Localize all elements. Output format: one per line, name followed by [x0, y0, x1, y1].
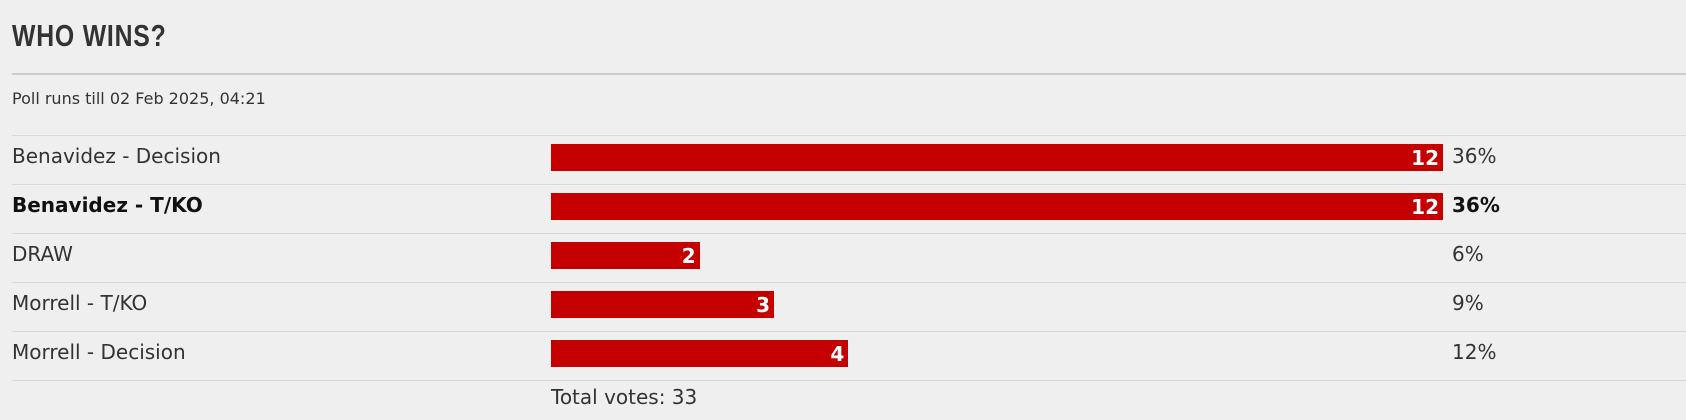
vote-count: 4 — [830, 341, 845, 366]
option-label: Benavidez - Decision — [12, 144, 221, 168]
total-votes: Total votes: 33 — [551, 385, 698, 409]
vote-count: 12 — [1411, 145, 1439, 170]
poll-option: Morrell - Decision 4 12% — [12, 331, 1686, 381]
option-percent: 6% — [1452, 242, 1484, 266]
vote-bar: 4 — [551, 340, 849, 367]
poll-options: Benavidez - Decision 12 36% Benavidez - T/K… — [12, 135, 1686, 381]
vote-count: 2 — [681, 243, 696, 268]
divider — [12, 73, 1686, 75]
vote-count: 12 — [1411, 194, 1439, 219]
vote-bar: 3 — [551, 291, 774, 318]
poll-deadline: Poll runs till 02 Feb 2025, 04:21 — [12, 89, 266, 108]
option-percent: 36% — [1452, 193, 1500, 217]
option-label: Morrell - Decision — [12, 340, 186, 364]
vote-count: 3 — [756, 292, 770, 317]
poll-option: DRAW 2 6% — [12, 233, 1686, 282]
vote-bar: 2 — [551, 242, 700, 269]
option-label: Morrell - T/KO — [12, 291, 148, 315]
option-percent: 12% — [1452, 340, 1497, 364]
vote-bar: 12 — [551, 144, 1443, 171]
poll-option: Morrell - T/KO 3 9% — [12, 282, 1686, 331]
poll-option: Benavidez - T/KO 12 36% — [12, 184, 1686, 233]
vote-bar: 12 — [551, 193, 1443, 220]
option-percent: 9% — [1452, 291, 1484, 315]
poll-title: WHO WINS? — [12, 18, 167, 53]
option-percent: 36% — [1452, 144, 1497, 168]
option-label: DRAW — [12, 242, 73, 266]
option-label: Benavidez - T/KO — [12, 193, 203, 217]
poll-option: Benavidez - Decision 12 36% — [12, 135, 1686, 184]
